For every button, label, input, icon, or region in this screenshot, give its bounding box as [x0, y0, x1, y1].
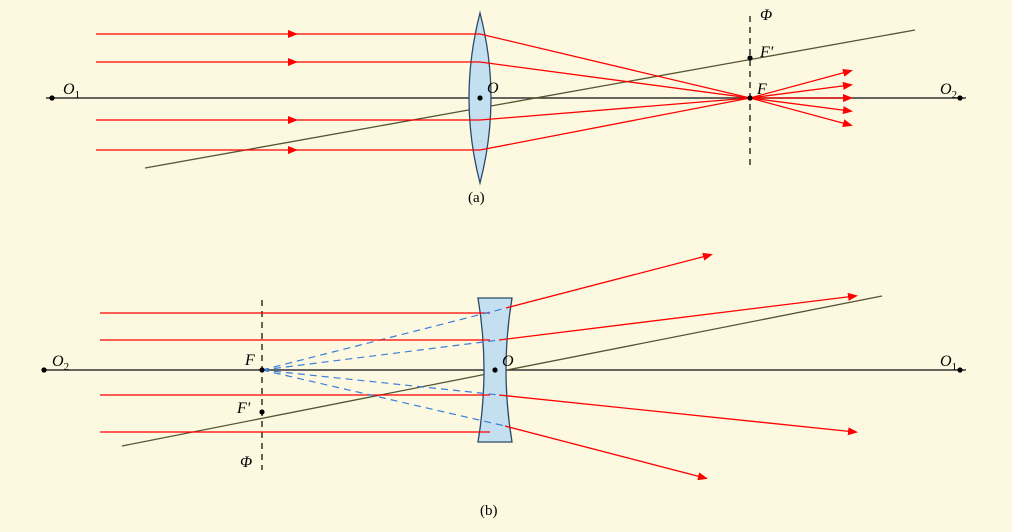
- svg-text:O: O: [487, 80, 499, 97]
- svg-text:F: F: [756, 81, 767, 98]
- svg-text:F': F': [759, 44, 774, 61]
- background: [0, 0, 1012, 532]
- svg-text:Φ: Φ: [240, 454, 252, 471]
- svg-text:Φ: Φ: [760, 7, 772, 24]
- svg-text:F: F: [244, 352, 255, 369]
- svg-text:F': F': [236, 400, 251, 417]
- optics-diagram: O1O2OFF'Φ(a)O1O2OFF'Φ(b): [0, 0, 1012, 532]
- svg-text:(a): (a): [468, 190, 485, 206]
- svg-text:(b): (b): [480, 503, 498, 519]
- svg-text:O: O: [502, 353, 514, 370]
